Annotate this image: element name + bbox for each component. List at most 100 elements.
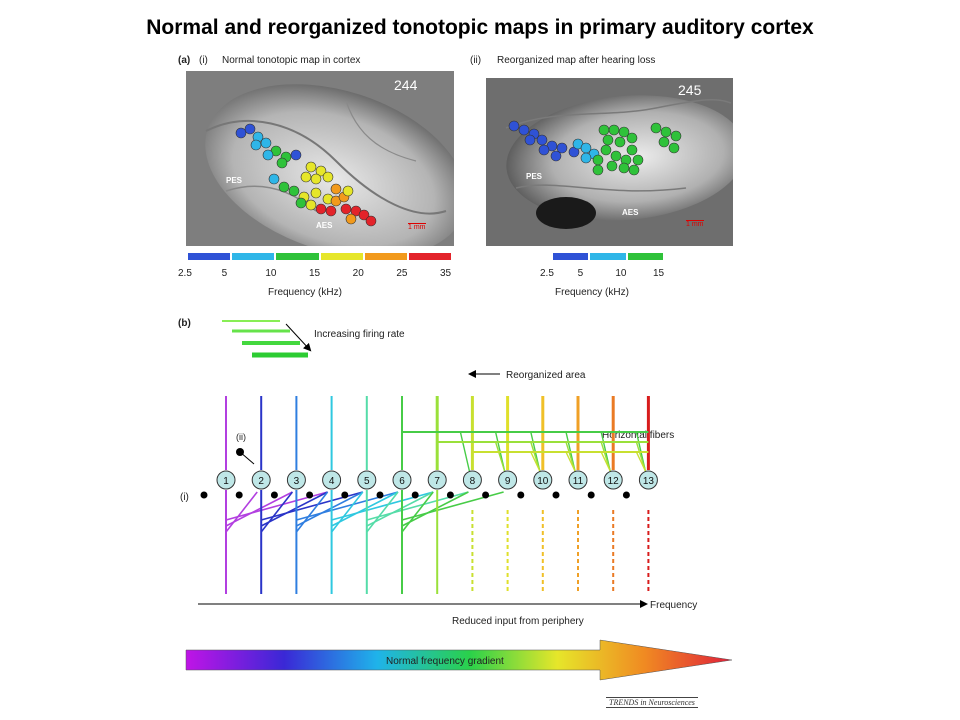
cortical-neuron: 13 (638, 470, 658, 490)
neuron-number: 8 (470, 476, 476, 487)
lateral-projection (401, 491, 469, 527)
lateral-projection (295, 491, 329, 533)
inhibitory-interneuron (482, 491, 490, 499)
recording-site (244, 123, 256, 135)
recording-site (592, 164, 604, 176)
colorbar-tick-label: 25 (396, 268, 408, 279)
lateral-projection (260, 491, 328, 527)
neuron-number: 11 (573, 476, 584, 487)
inhibitory-interneuron (341, 491, 349, 499)
cortex-photo-reorganized-image (486, 78, 733, 246)
recording-site (235, 127, 247, 139)
aes-label-ii: AES (622, 208, 639, 217)
recording-site (618, 126, 630, 138)
inhibitory-interneuron (552, 491, 560, 499)
frequency-gradient-arrow (185, 639, 733, 681)
recording-site (268, 173, 280, 185)
recording-site (315, 165, 327, 177)
pes-label-ii: PES (526, 172, 543, 181)
cortical-neuron: 4 (322, 470, 342, 490)
recording-site (365, 215, 377, 227)
horizontal-fiber-branch (600, 451, 611, 472)
cortical-neuron: 9 (498, 470, 518, 490)
horizontal-fiber-branch (530, 451, 541, 472)
colorbar-segment (276, 253, 319, 260)
recording-site (610, 150, 622, 162)
horizontal-fiber-branch (565, 441, 576, 472)
lateral-projection (331, 491, 399, 527)
inhibitory-interneuron (411, 491, 419, 499)
inhibitory-interneuron (270, 491, 278, 499)
colorbar-normal-label: Frequency (kHz) (268, 287, 342, 298)
recording-site (580, 152, 592, 164)
colorbar-tick-label: 5 (577, 268, 584, 279)
horizontal-fiber-branch (530, 441, 541, 472)
colorbar-tick-label: 10 (615, 268, 627, 279)
recording-site (602, 134, 614, 146)
colorbar-segment (364, 253, 407, 260)
lateral-projection (330, 491, 364, 533)
recording-site (310, 173, 322, 185)
inhibitory-interneuron (235, 491, 243, 499)
colorbar-tick-label: 20 (352, 268, 364, 279)
recording-site (345, 213, 357, 225)
lateral-projection (296, 491, 364, 527)
recording-site (650, 122, 662, 134)
recording-site (305, 161, 317, 173)
recording-site (305, 199, 317, 211)
recording-site (250, 139, 262, 151)
panel-a-ii-label: (ii) (470, 55, 482, 66)
neuron-number: 10 (537, 476, 549, 487)
recording-site (600, 144, 612, 156)
recording-site (556, 142, 568, 154)
colorbar-segment (627, 253, 663, 260)
colorbar-segment (320, 253, 363, 260)
recording-site (315, 203, 327, 215)
recording-site (628, 164, 640, 176)
horizontal-fibers-label: Horizontal fibers (602, 430, 674, 441)
inhibitory-interneuron (622, 491, 630, 499)
recording-site (658, 136, 670, 148)
cortical-neuron: 10 (533, 470, 553, 490)
neuron-number: 1 (223, 476, 229, 487)
recording-site (536, 134, 548, 146)
horizontal-fiber-branch (494, 441, 506, 472)
cortical-circuit-diagram: Increasing firing rate Reorganized area … (180, 320, 733, 681)
scale-bar-ii: 1 mm (686, 220, 704, 228)
inhibitory-interneuron (200, 491, 208, 499)
recording-site (290, 149, 302, 161)
aes-label-i: AES (316, 221, 333, 230)
recording-site (322, 171, 334, 183)
horizontal-fiber-branch (600, 441, 611, 472)
recording-site (342, 185, 354, 197)
recording-site (518, 124, 530, 136)
recording-site (608, 124, 620, 136)
colorbar-tick-label: 10 (265, 268, 277, 279)
cortex-photo-reorganized: 245 PES AES 1 mm (486, 78, 733, 246)
recording-site (538, 144, 550, 156)
panel-a-i-caption: Normal tonotopic map in cortex (222, 55, 361, 66)
diagram-sub-i: (i) (180, 492, 189, 503)
recording-site (626, 132, 638, 144)
neuron-number: 5 (364, 476, 370, 487)
colorbar-segment (553, 253, 589, 260)
horizontal-fiber-branch (565, 451, 576, 472)
recording-site (340, 203, 352, 215)
inhibitory-interneuron (517, 491, 525, 499)
recording-site (288, 185, 300, 197)
recording-site (508, 120, 520, 132)
recording-site (325, 205, 337, 217)
credit-line: TRENDS in Neurosciences (606, 697, 698, 708)
panel-b-label: (b) (178, 318, 191, 329)
recording-site (618, 162, 630, 174)
cortical-neuron: 5 (357, 470, 377, 490)
cortical-neuron: 6 (392, 470, 412, 490)
recording-site (550, 150, 562, 162)
colorbar-normal (188, 253, 453, 260)
neuron-number: 12 (608, 476, 620, 487)
colorbar-tick-label: 2.5 (178, 268, 192, 279)
lateral-projection (225, 491, 293, 527)
recording-site (632, 154, 644, 166)
inhibitory-interneuron (446, 491, 454, 499)
cortical-neuron: 11 (568, 470, 588, 490)
